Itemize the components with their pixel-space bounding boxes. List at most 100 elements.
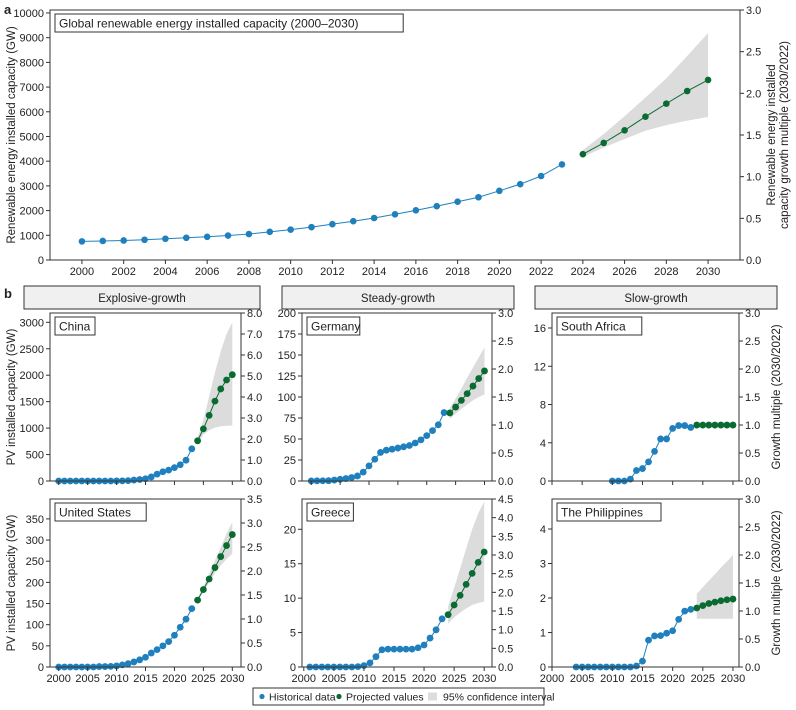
chart-title: South Africa <box>561 320 626 334</box>
historical-point <box>394 444 402 452</box>
projected-point <box>704 76 712 84</box>
historical-point <box>663 435 671 443</box>
y-tick-label: 2000 <box>20 206 44 218</box>
y-tick-label: 8000 <box>20 57 44 69</box>
y-tick-label: 25 <box>284 455 296 467</box>
historical-point <box>651 632 658 640</box>
y2-tick-label: 7.0 <box>247 329 262 341</box>
group-header-steady: Steady-growth <box>281 285 515 310</box>
projected-point <box>446 409 454 417</box>
x-tick-label: 2002 <box>111 266 135 278</box>
x-tick-label: 2000 <box>540 673 564 685</box>
x-tick-label: 2000 <box>70 266 94 278</box>
y-axis-label: PV installed capacity (GW) <box>6 328 18 465</box>
historical-point <box>130 658 138 666</box>
historical-point <box>224 232 232 239</box>
projected-point <box>717 597 725 605</box>
x-tick-label: 2030 <box>472 673 496 685</box>
historical-point <box>162 235 169 243</box>
historical-point <box>165 466 173 474</box>
x-tick-label: 2000 <box>46 673 70 685</box>
historical-point <box>136 656 144 664</box>
y2-tick-label: 0.5 <box>745 634 760 646</box>
x-tick-label: 2010 <box>600 673 624 685</box>
title-box <box>556 316 643 336</box>
projected-point <box>468 569 476 577</box>
title-box <box>54 13 404 33</box>
y-tick-label: 0 <box>540 476 546 488</box>
confidence-interval-band <box>448 501 485 624</box>
y-tick-label: 5 <box>290 628 296 640</box>
projected-point <box>579 150 587 158</box>
title-box <box>54 316 96 336</box>
historical-point <box>420 641 428 649</box>
y2-tick-label: 0.5 <box>746 213 761 225</box>
historical-point <box>429 427 436 434</box>
historical-point <box>411 439 419 447</box>
historical-point <box>182 615 190 623</box>
y-tick-label: 2500 <box>20 344 44 356</box>
historical-point <box>365 462 373 470</box>
historical-point <box>408 645 416 653</box>
y-tick-label: 175 <box>278 329 296 341</box>
y-tick-label: 6000 <box>20 107 44 119</box>
y2-tick-label: 1.0 <box>746 172 761 184</box>
projected-point <box>705 421 713 429</box>
y-tick-label: 50 <box>284 434 296 446</box>
y-tick-label: 12 <box>534 361 546 373</box>
historical-point <box>182 234 190 242</box>
historical-point <box>391 210 399 218</box>
title-box <box>306 316 361 336</box>
projected-point <box>199 425 207 433</box>
projected-point <box>450 601 458 609</box>
y2-tick-label: 2.0 <box>247 566 262 578</box>
y2-tick-label: 1.5 <box>745 392 760 404</box>
y-tick-label: 100 <box>278 392 296 404</box>
historical-point <box>440 409 448 416</box>
x-tick-label: 2006 <box>195 266 219 278</box>
y-tick-label: 1 <box>540 628 546 640</box>
historical-point <box>663 629 671 637</box>
y2-tick-label: 2.5 <box>498 336 513 348</box>
confidence-interval-band <box>696 554 733 619</box>
projected-point <box>723 421 731 429</box>
historical-point <box>176 623 184 631</box>
historical-point <box>378 646 386 654</box>
historical-point <box>308 223 315 231</box>
historical-line <box>311 412 445 482</box>
projected-point <box>475 375 483 382</box>
y2-tick-label: 8.0 <box>247 308 262 320</box>
y2-tick-label: 2.0 <box>247 434 262 446</box>
projected-point <box>717 421 725 429</box>
x-tick-label: 2020 <box>412 673 436 685</box>
y2-tick-label: 2.0 <box>498 587 513 599</box>
y-tick-label: 0 <box>38 662 44 674</box>
historical-point <box>78 238 86 245</box>
x-tick-label: 2014 <box>362 266 386 278</box>
y2-tick-label: 0.0 <box>247 476 262 488</box>
chart-title: United States <box>59 506 131 520</box>
y-tick-label: 1000 <box>20 230 44 242</box>
historical-line <box>612 425 691 482</box>
y-tick-label: 100 <box>26 620 44 632</box>
y2-tick-label: 2.5 <box>745 336 760 348</box>
historical-point <box>400 443 408 451</box>
y2-tick-label: 0.0 <box>498 476 513 488</box>
chart-global-renewable-energy-installed-capacity: 2000 2002 2004 2006 2008 2010 2012 2014 2016 2018… <box>6 5 791 278</box>
historical-point <box>113 662 120 670</box>
y-tick-label: 0 <box>38 476 44 488</box>
historical-point <box>159 468 167 476</box>
projected-point <box>194 596 201 604</box>
y-tick-label: 4 <box>540 524 546 536</box>
y2-tick-label: 2.0 <box>498 364 513 376</box>
projected-point <box>711 598 719 606</box>
y-tick-label: 1000 <box>20 423 44 435</box>
legend-ci-label: 95% confidence interval <box>443 692 555 704</box>
chart-germany: 0 25 50 75 100 125 150 175 200 0.0 0.5 1.0 1.5 2.0 2.5… <box>278 308 514 488</box>
y2-tick-label: 1.5 <box>498 606 513 618</box>
historical-point <box>406 442 413 449</box>
y-tick-label: 150 <box>26 599 44 611</box>
historical-point <box>147 649 155 657</box>
y-axis-label: Renewable energy installed capacity (GW) <box>6 26 18 243</box>
